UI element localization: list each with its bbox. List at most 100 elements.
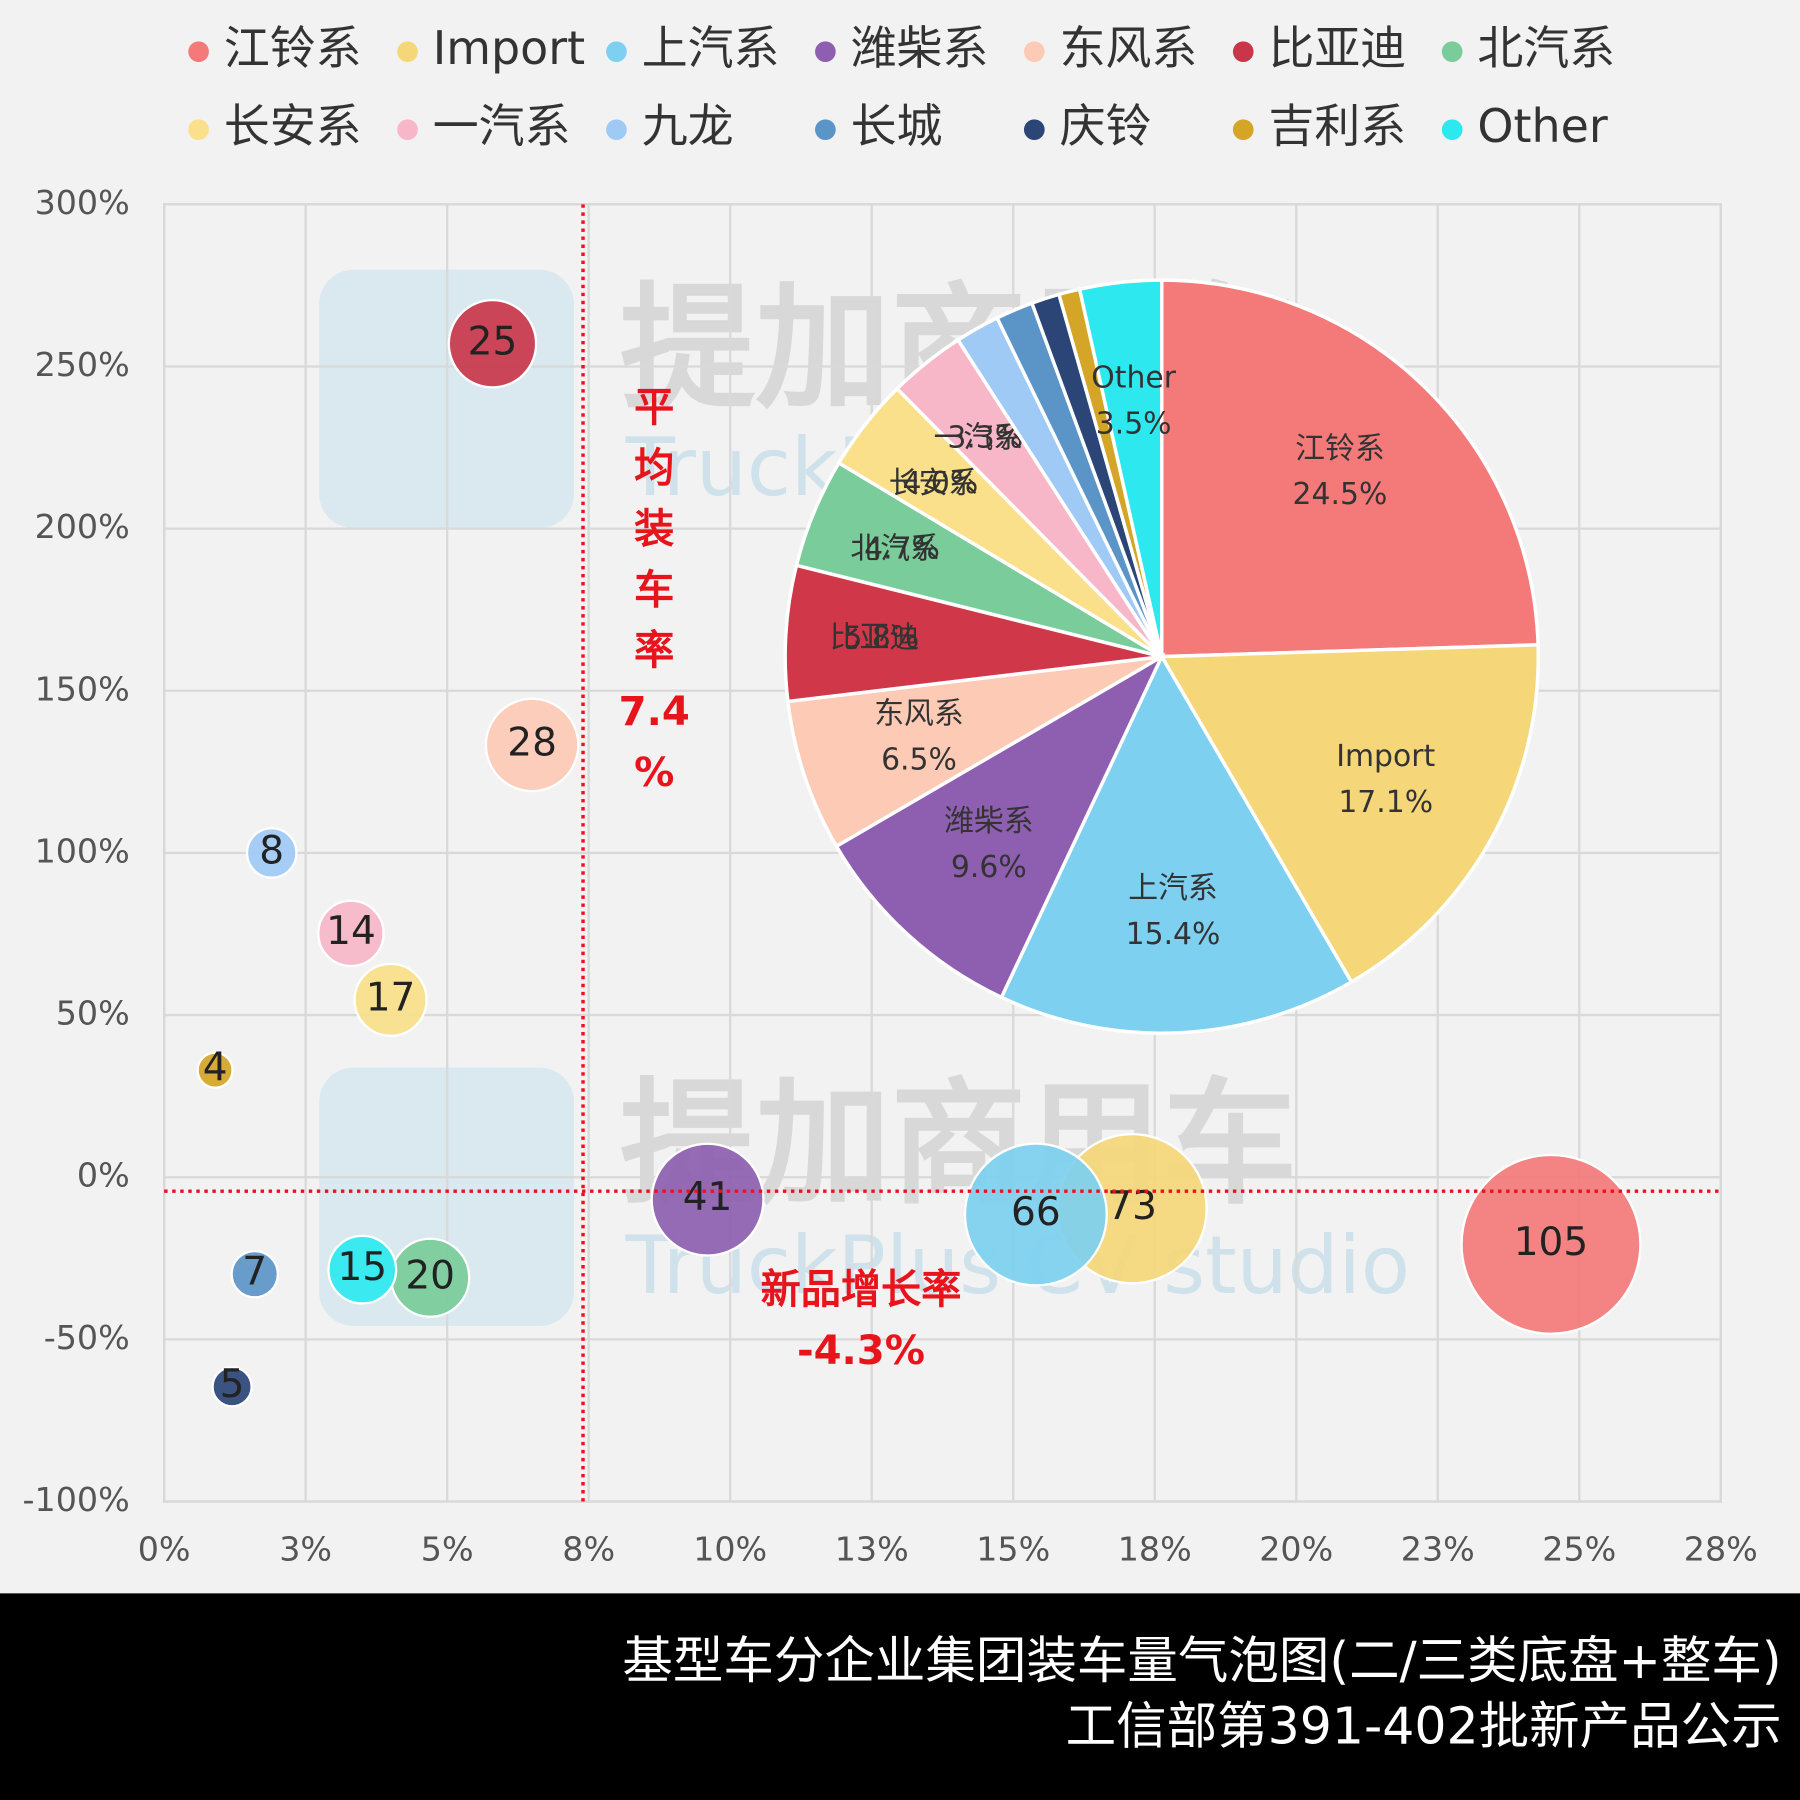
bubble-label: 8 bbox=[259, 828, 284, 873]
legend-label: 江铃系 bbox=[224, 21, 362, 75]
bubble bbox=[447, 299, 538, 389]
x-tick-label: 8% bbox=[562, 1529, 615, 1568]
pie-value: 4.0% bbox=[902, 466, 978, 501]
reference-label: 新品增长率 bbox=[761, 1267, 962, 1313]
y-tick-label: 100% bbox=[35, 831, 130, 870]
y-tick-label: -50% bbox=[44, 1318, 130, 1357]
y-tick-label: 50% bbox=[56, 994, 130, 1033]
bubble bbox=[230, 1249, 279, 1299]
pie-value: 17.1% bbox=[1338, 785, 1433, 820]
bubble-label: 105 bbox=[1514, 1220, 1588, 1265]
x-tick-label: 18% bbox=[1118, 1529, 1192, 1568]
legend-marker bbox=[397, 41, 418, 62]
legend-marker bbox=[1441, 119, 1463, 141]
legend-label: 吉利系 bbox=[1268, 99, 1406, 153]
bubble-label: 66 bbox=[1011, 1190, 1061, 1235]
bubble-label: 15 bbox=[337, 1245, 387, 1290]
pie-value: 3.5% bbox=[1096, 407, 1172, 442]
legend-label: Other bbox=[1477, 99, 1607, 153]
y-tick-label: 250% bbox=[35, 345, 130, 384]
y-tick-label: -100% bbox=[23, 1480, 130, 1519]
y-tick-label: 200% bbox=[35, 507, 130, 546]
bubble bbox=[963, 1142, 1108, 1287]
bubble bbox=[1460, 1153, 1642, 1335]
legend-marker bbox=[606, 119, 627, 141]
reference-value: -4.3% bbox=[797, 1328, 925, 1374]
bubble bbox=[353, 962, 428, 1037]
pie-value: 5.8% bbox=[843, 621, 919, 656]
bubble-label: 5 bbox=[220, 1362, 245, 1407]
legend-label: 比亚迪 bbox=[1268, 21, 1406, 75]
pie-slice bbox=[834, 652, 1166, 1000]
legend-label: 东风系 bbox=[1060, 21, 1198, 75]
pie-value: 4.7% bbox=[864, 532, 940, 567]
caption: 工信部第391-402批新产品公示 bbox=[1066, 1696, 1782, 1755]
pie-label: Other bbox=[1091, 361, 1176, 396]
bubble bbox=[317, 899, 385, 968]
legend-marker bbox=[606, 41, 627, 62]
pie-label: 长安系 bbox=[889, 466, 978, 501]
legend-marker bbox=[1023, 41, 1045, 62]
x-tick-label: 3% bbox=[279, 1529, 332, 1568]
legend-label: 潍柴系 bbox=[851, 21, 989, 75]
legend-marker bbox=[1023, 119, 1045, 141]
pie-slice bbox=[785, 654, 1163, 849]
bubble bbox=[650, 1142, 765, 1257]
pie-label: 北汽系 bbox=[850, 532, 939, 567]
bubble-label: 25 bbox=[468, 319, 518, 364]
x-tick-label: 23% bbox=[1401, 1529, 1475, 1568]
pie-label: 比亚迪 bbox=[830, 621, 919, 656]
footer-band bbox=[0, 1593, 1800, 1800]
y-tick-label: 300% bbox=[35, 183, 130, 222]
bubble-label: 28 bbox=[507, 720, 557, 765]
pie-label: 一汽系 bbox=[934, 421, 1023, 456]
legend-marker bbox=[397, 119, 418, 141]
pie-value: 24.5% bbox=[1293, 477, 1388, 512]
y-tick-label: 0% bbox=[77, 1156, 130, 1195]
bubble bbox=[196, 1051, 234, 1089]
pie-slice bbox=[1077, 278, 1164, 658]
y-tick-label: 150% bbox=[35, 669, 130, 708]
legend-label: 九龙 bbox=[642, 99, 734, 153]
legend-marker bbox=[815, 119, 836, 141]
bubble-label: 17 bbox=[366, 975, 416, 1020]
legend-marker bbox=[1232, 119, 1254, 141]
bubble-label: 7 bbox=[242, 1250, 267, 1295]
pie-label: Import bbox=[1336, 739, 1435, 774]
legend-label: 北汽系 bbox=[1477, 21, 1615, 75]
bubble-label: 20 bbox=[405, 1253, 455, 1298]
bubble bbox=[245, 827, 298, 879]
reference-value: 7.4% bbox=[619, 689, 690, 796]
bubble-label: 14 bbox=[326, 909, 376, 954]
legend-label: 一汽系 bbox=[433, 99, 571, 153]
reference-label: 平均装车率 bbox=[634, 385, 674, 674]
x-tick-label: 0% bbox=[138, 1529, 191, 1568]
legend-label: 长城 bbox=[851, 99, 943, 153]
x-tick-label: 25% bbox=[1542, 1529, 1616, 1568]
pie-label: 潍柴系 bbox=[944, 804, 1033, 839]
legend-marker bbox=[1232, 41, 1254, 62]
x-tick-label: 15% bbox=[976, 1529, 1050, 1568]
pie-slice bbox=[1160, 278, 1540, 659]
x-tick-label: 13% bbox=[835, 1529, 909, 1568]
x-tick-label: 28% bbox=[1684, 1529, 1758, 1568]
legend-marker bbox=[1441, 41, 1463, 62]
bubble bbox=[327, 1234, 398, 1305]
pie-value: 9.6% bbox=[951, 850, 1027, 885]
pie-value: 6.5% bbox=[881, 743, 957, 778]
x-tick-label: 5% bbox=[421, 1529, 474, 1568]
x-tick-label: 10% bbox=[693, 1529, 767, 1568]
legend-label: Import bbox=[433, 21, 585, 75]
x-tick-label: 20% bbox=[1259, 1529, 1333, 1568]
legend-label: 上汽系 bbox=[642, 21, 780, 75]
pie-slice bbox=[783, 563, 1163, 704]
bubble-label: 41 bbox=[683, 1175, 733, 1220]
legend-marker bbox=[815, 41, 836, 62]
legend-marker bbox=[188, 41, 209, 62]
caption: 基型车分企业集团装车量气泡图(二/三类底盘+整车) bbox=[622, 1631, 1781, 1690]
pie-value: 15.4% bbox=[1126, 917, 1221, 952]
legend-label: 庆铃 bbox=[1060, 99, 1152, 153]
pie-slice bbox=[999, 652, 1354, 1035]
bubble bbox=[484, 697, 580, 793]
